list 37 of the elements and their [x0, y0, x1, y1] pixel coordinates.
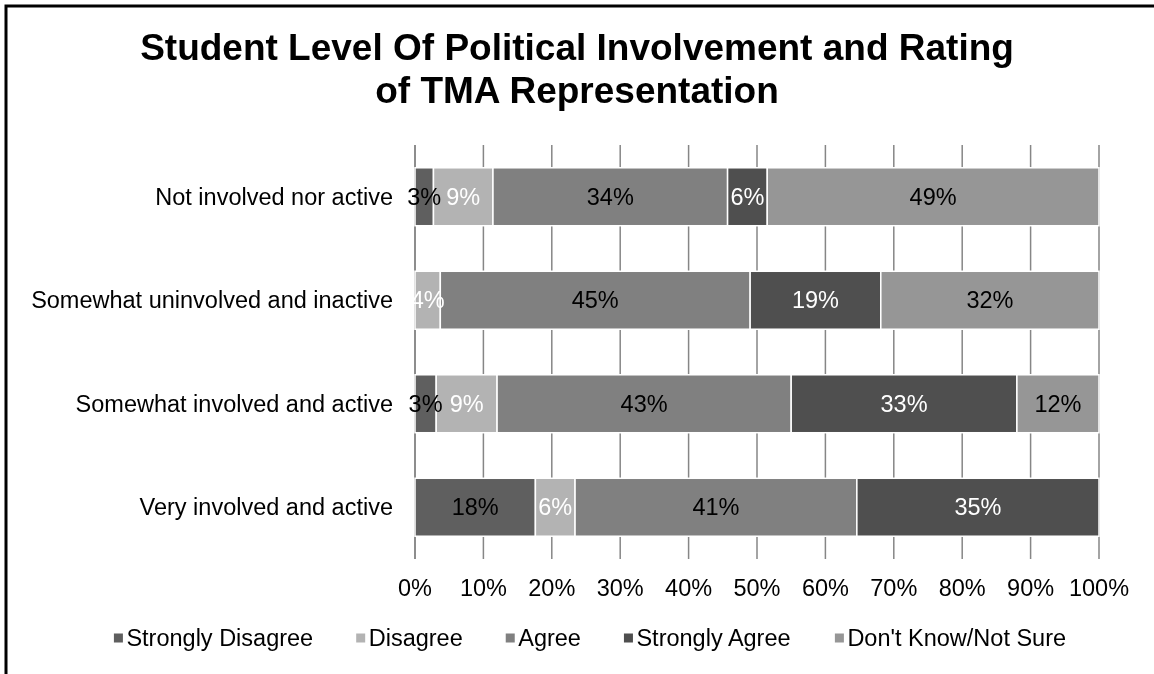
x-tick-label: 90%	[1007, 575, 1055, 601]
x-tick-label: 100%	[1068, 575, 1130, 601]
data-label: 34%	[586, 183, 634, 210]
data-label: 35%	[954, 494, 1002, 521]
data-label: 19%	[791, 287, 840, 314]
data-label: 9%	[446, 183, 481, 210]
y-tick-label: Somewhat uninvolved and inactive	[31, 287, 393, 314]
x-tick-label: 0%	[398, 575, 433, 601]
legend-label: Disagree	[368, 625, 463, 651]
y-tick-label: Somewhat involved and active	[75, 390, 393, 417]
legend-label: Strongly Agree	[636, 625, 791, 651]
chart-title: Student Level Of Political Involvement and Rating of TMA Representation	[140, 27, 1014, 111]
data-label: 3%	[407, 183, 442, 210]
legend-label: Don't Know/Not Sure	[847, 625, 1067, 651]
data-label: 45%	[571, 287, 619, 314]
data-label: 33%	[880, 390, 928, 417]
x-tick-label: 80%	[938, 575, 986, 601]
y-tick-label: Not involved nor active	[155, 183, 393, 210]
y-tick-label: Very involved and active	[139, 494, 393, 521]
x-tick-label: 20%	[528, 575, 576, 601]
legend-label: Agree	[518, 625, 581, 651]
data-label: 18%	[451, 494, 499, 521]
x-tick-label: 10%	[459, 575, 508, 601]
data-label: 41%	[692, 494, 740, 521]
x-tick-label: 60%	[801, 575, 850, 601]
data-label: 49%	[909, 183, 957, 210]
data-label: 6%	[730, 183, 765, 210]
x-tick-label: 40%	[665, 575, 713, 601]
x-tick-label: 70%	[870, 575, 918, 601]
x-tick-label: 30%	[596, 575, 644, 601]
x-tick-label: 50%	[733, 575, 781, 601]
legend-label: Strongly Disagree	[126, 625, 314, 651]
data-label: 6%	[538, 494, 573, 521]
data-label: 9%	[449, 390, 484, 417]
data-label: 43%	[620, 390, 668, 417]
data-label: 32%	[966, 287, 1014, 314]
data-label: 12%	[1034, 390, 1082, 417]
